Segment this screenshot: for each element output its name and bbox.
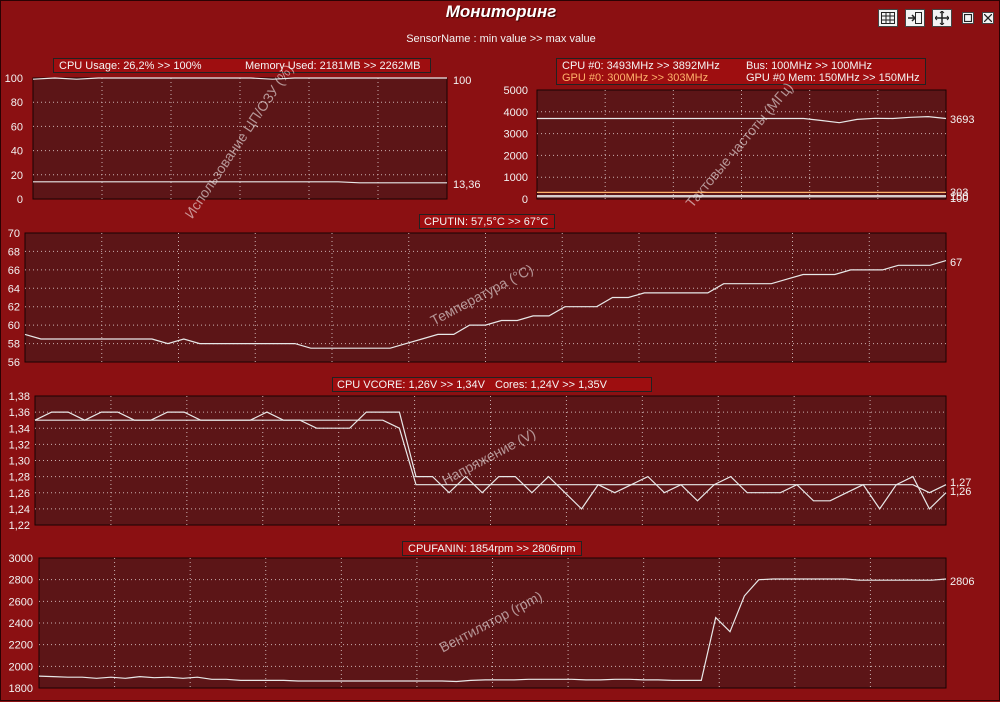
legend-voltage: CPU VCORE: 1,26V >> 1,34V Cores: 1,24V >… bbox=[332, 377, 652, 392]
voltage-end-label: 1,27 bbox=[950, 477, 971, 489]
dock-icon-glyph bbox=[908, 12, 922, 24]
clocks-ytick: 1000 bbox=[504, 172, 528, 184]
fan-ytick: 2400 bbox=[9, 618, 33, 630]
usage-series-memory-used bbox=[33, 181, 447, 184]
temp-end-label: 67 bbox=[950, 257, 962, 269]
legend-bus-clock: Bus: 100MHz >> 100MHz bbox=[746, 60, 872, 72]
legend-usage: CPU Usage: 26,2% >> 100% Memory Used: 21… bbox=[53, 58, 431, 73]
window-title: Мониторинг bbox=[445, 2, 557, 21]
voltage-series-cores bbox=[34, 411, 947, 510]
voltage-ytick: 1,38 bbox=[9, 391, 30, 403]
voltage-ytick: 1,30 bbox=[9, 456, 30, 468]
fan-series-cpufanin bbox=[38, 578, 947, 683]
fan-end-label: 2806 bbox=[950, 576, 974, 588]
clocks-ytick: 5000 bbox=[504, 85, 528, 97]
usage-ytick: 20 bbox=[11, 170, 23, 182]
voltage-ytick: 1,24 bbox=[9, 504, 30, 516]
temp-ytick: 66 bbox=[8, 265, 20, 277]
fan-ytick: 2200 bbox=[9, 640, 33, 652]
voltage-ytick: 1,26 bbox=[9, 488, 30, 500]
usage-ytick: 0 bbox=[17, 194, 23, 206]
legend-cputin: CPUTIN: 57,5°C >> 67°C bbox=[424, 216, 549, 228]
restore-icon[interactable] bbox=[962, 12, 974, 24]
legend-clocks: CPU #0: 3493MHz >> 3892MHz Bus: 100MHz >… bbox=[556, 58, 926, 85]
fan-ytick: 1800 bbox=[9, 683, 33, 695]
table-icon-glyph bbox=[881, 12, 895, 24]
legend-fan: CPUFANIN: 1854rpm >> 2806rpm bbox=[402, 541, 582, 556]
restore-icon-glyph bbox=[964, 14, 972, 22]
voltage-ytick: 1,34 bbox=[9, 423, 30, 435]
usage-end-label: 100 bbox=[453, 75, 471, 87]
clocks-plot-area bbox=[536, 89, 947, 200]
close-icon-glyph bbox=[984, 14, 992, 22]
table-icon[interactable] bbox=[878, 9, 898, 27]
clocks-series-cpu-0 bbox=[537, 115, 947, 124]
clocks-ytick: 0 bbox=[522, 194, 528, 206]
legend-gpu-clock: GPU #0: 300MHz >> 303MHz bbox=[562, 72, 709, 84]
voltage-end-label: 1,26 bbox=[950, 486, 971, 498]
temp-ytick: 56 bbox=[8, 357, 20, 369]
clocks-ytick: 3000 bbox=[504, 129, 528, 141]
clocks-ytick: 4000 bbox=[504, 107, 528, 119]
legend-cpu-usage: CPU Usage: 26,2% >> 100% bbox=[59, 60, 202, 72]
temp-ytick: 58 bbox=[8, 339, 20, 351]
legend-memory-used: Memory Used: 2181MB >> 2262MB bbox=[245, 60, 421, 72]
temp-ytick: 68 bbox=[8, 246, 20, 258]
voltage-ytick: 1,22 bbox=[9, 520, 30, 532]
usage-ytick: 80 bbox=[11, 97, 23, 109]
usage-series-cpu-usage bbox=[32, 77, 447, 80]
usage-ytick: 100 bbox=[5, 73, 23, 85]
clocks-end-label: 150 bbox=[950, 191, 968, 203]
legend-cores: Cores: 1,24V >> 1,35V bbox=[495, 379, 607, 391]
usage-end-label: 13,36 bbox=[453, 179, 481, 191]
move-icon[interactable] bbox=[932, 9, 952, 27]
clocks-end-label: 100 bbox=[950, 193, 968, 205]
subtitle: SensorName : min value >> max value bbox=[406, 33, 596, 45]
legend-gpu-mem-clock: GPU #0 Mem: 150MHz >> 150MHz bbox=[746, 72, 920, 84]
voltage-ytick: 1,28 bbox=[9, 472, 30, 484]
fan-ytick: 2000 bbox=[9, 661, 33, 673]
voltage-ytick: 1,32 bbox=[9, 439, 30, 451]
voltage-ytick: 1,36 bbox=[9, 407, 30, 419]
clocks-end-label: 303 bbox=[950, 187, 968, 199]
clocks-end-label: 3693 bbox=[950, 114, 974, 126]
usage-ytick: 40 bbox=[11, 146, 23, 158]
fan-ytick: 2600 bbox=[9, 596, 33, 608]
move-icon-glyph bbox=[935, 11, 949, 25]
clocks-ytick: 2000 bbox=[504, 150, 528, 162]
fan-ytick: 3000 bbox=[9, 553, 33, 565]
temp-ytick: 70 bbox=[8, 228, 20, 240]
legend-cpufanin: CPUFANIN: 1854rpm >> 2806rpm bbox=[408, 543, 576, 555]
temp-ytick: 62 bbox=[8, 302, 20, 314]
fan-ytick: 2800 bbox=[9, 575, 33, 587]
temp-series-cputin bbox=[24, 260, 947, 349]
legend-vcore: CPU VCORE: 1,26V >> 1,34V bbox=[337, 379, 485, 391]
temp-ytick: 64 bbox=[8, 283, 20, 295]
temp-ytick: 60 bbox=[8, 320, 20, 332]
legend-cpu-clock: CPU #0: 3493MHz >> 3892MHz bbox=[562, 60, 720, 72]
close-icon[interactable] bbox=[982, 12, 994, 24]
usage-ytick: 60 bbox=[11, 121, 23, 133]
dock-icon[interactable] bbox=[905, 9, 925, 27]
legend-temp: CPUTIN: 57,5°C >> 67°C bbox=[419, 214, 555, 229]
